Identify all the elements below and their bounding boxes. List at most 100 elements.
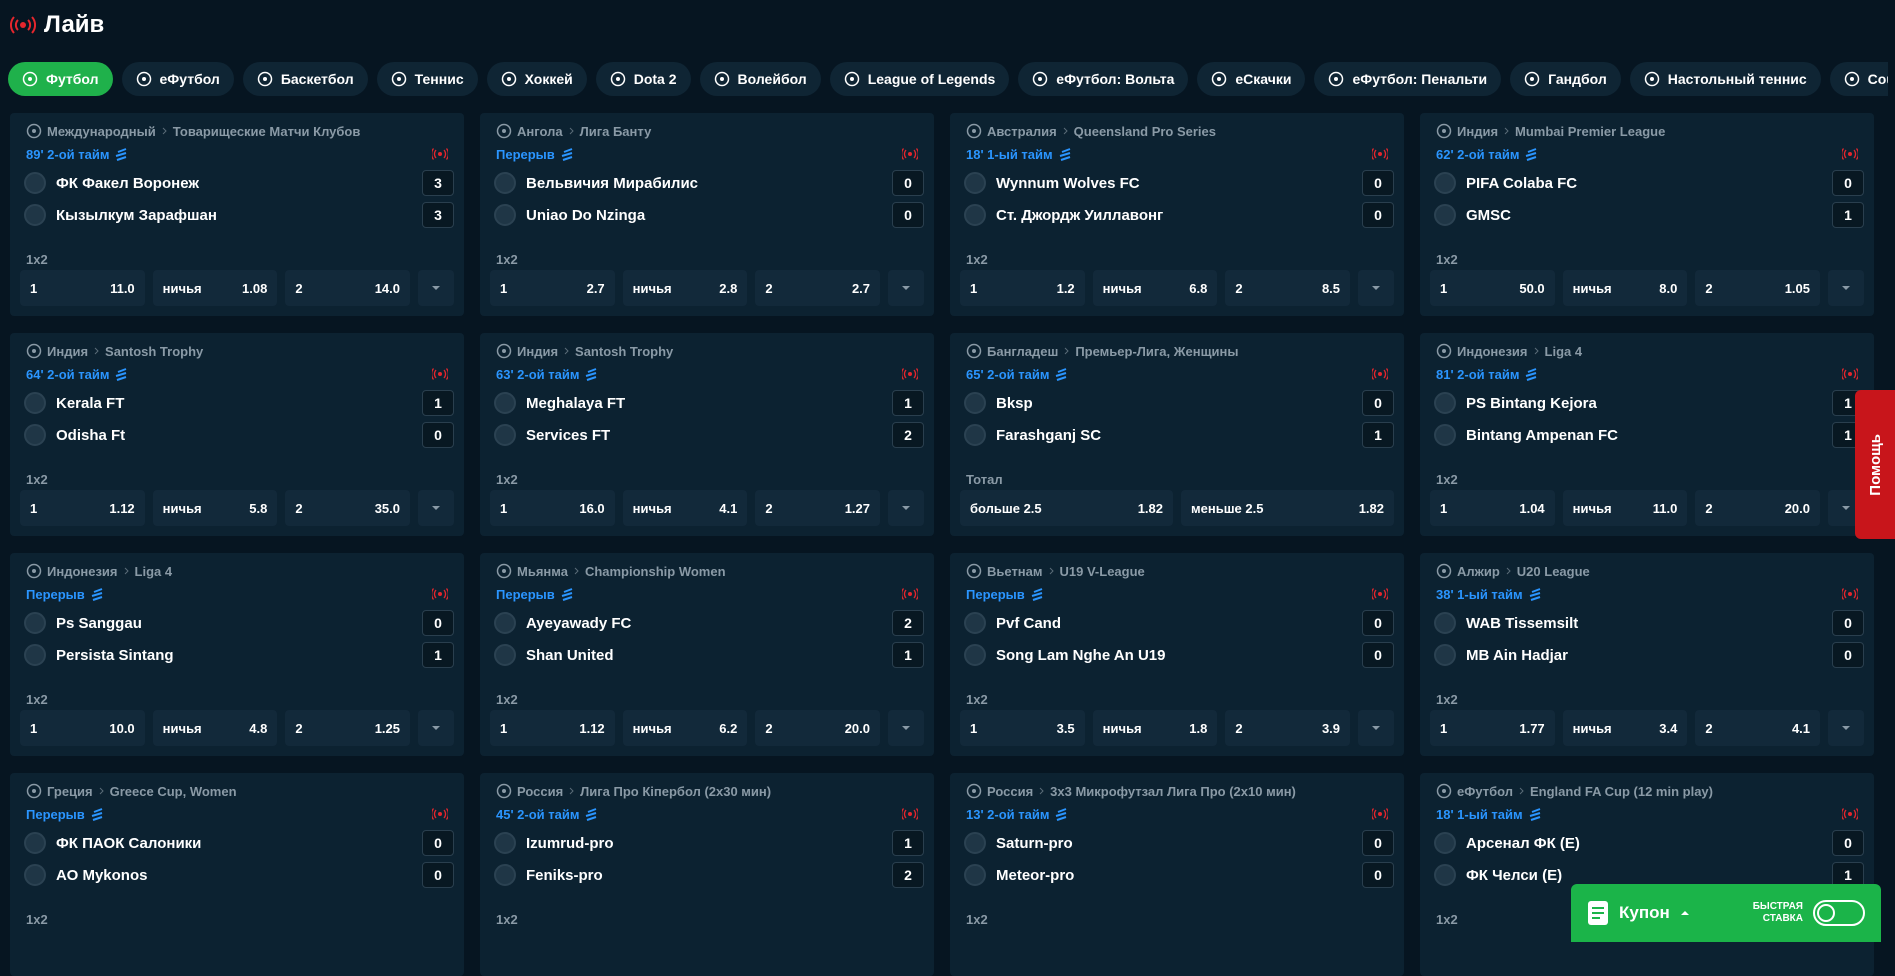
odd-button[interactable]: 2 1.25 <box>285 710 411 746</box>
coupon-bar[interactable]: Купон Быстрая ставка <box>1571 884 1881 942</box>
sport-tab-label: Настольный теннис <box>1667 71 1807 87</box>
odd-button[interactable]: 1 1.2 <box>960 270 1085 306</box>
odd-button[interactable]: ничья 4.8 <box>152 710 278 746</box>
odd-button[interactable]: ничья 11.0 <box>1562 490 1688 526</box>
more-button[interactable] <box>888 490 925 526</box>
odd-button[interactable]: ничья 3.4 <box>1562 710 1688 746</box>
match-card[interactable]: Россия Лига Про Кіпербол (2х30 мин) 45' 2-… <box>480 773 934 976</box>
odd-button[interactable]: 2 1.05 <box>1695 270 1821 306</box>
sport-tab[interactable]: еФутбол <box>121 62 234 96</box>
match-card[interactable]: Международный Товарищеские Матчи Клубов 89… <box>10 113 464 316</box>
odd-button[interactable]: меньше 2.5 1.82 <box>1181 490 1394 526</box>
odd-button[interactable]: 1 50.0 <box>1430 270 1555 306</box>
sport-tab[interactable]: Волейбол <box>699 62 821 96</box>
match-card[interactable]: Бангладеш Премьер-Лига, Женщины 65' 2-ой т… <box>950 333 1404 536</box>
sport-tab[interactable]: Гандбол <box>1510 62 1621 96</box>
ball-icon <box>966 123 982 139</box>
odd-button[interactable]: 2 2.7 <box>755 270 881 306</box>
match-card[interactable]: Индонезия Liga 4 Перерыв Ps Sanggau 0 Persist… <box>10 553 464 756</box>
match-card[interactable]: Индия Mumbai Premier League 62' 2-ой тайм P… <box>1420 113 1874 316</box>
help-label: Помощь <box>1866 433 1884 496</box>
sport-tab[interactable]: Футбол <box>8 62 113 96</box>
odd-button[interactable]: 1 2.7 <box>490 270 615 306</box>
league-line: Алжир U20 League <box>1436 563 1590 579</box>
odd-button[interactable]: ничья 8.0 <box>1562 270 1688 306</box>
status-text: Перерыв <box>26 587 85 602</box>
sport-tab[interactable]: еСкачки <box>1197 62 1306 96</box>
more-button[interactable] <box>418 710 455 746</box>
team-score: 0 <box>422 610 454 636</box>
odd-button[interactable]: ничья 1.08 <box>152 270 278 306</box>
sport-tab[interactable]: Dota 2 <box>595 62 691 96</box>
odd-button[interactable]: 1 1.12 <box>490 710 615 746</box>
odd-button[interactable]: ничья 4.1 <box>622 490 748 526</box>
team-name: ФК ПАОК Салоники <box>56 834 202 852</box>
odd-button[interactable]: 1 11.0 <box>20 270 145 306</box>
odd-button[interactable]: 1 1.77 <box>1430 710 1555 746</box>
match-card[interactable]: Россия 3х3 Микрофутзал Лига Про (2х10 мин… <box>950 773 1404 976</box>
sport-tab[interactable]: Настольный теннис <box>1629 62 1821 96</box>
match-card[interactable]: Вьетнам U19 V-League Перерыв Pvf Cand 0 Song … <box>950 553 1404 756</box>
match-card[interactable]: Индия Santosh Trophy 64' 2-ой тайм Kerala F… <box>10 333 464 536</box>
quick-bet-toggle[interactable] <box>1813 900 1865 926</box>
league-name: Премьер-Лига, Женщины <box>1075 343 1239 359</box>
sport-tab[interactable]: Counter-Strike <box>1829 62 1888 96</box>
ball-icon <box>496 343 512 359</box>
odd-button[interactable]: 1 1.04 <box>1430 490 1555 526</box>
league-name: Лига Банту <box>579 123 652 139</box>
stats-icon <box>560 587 574 602</box>
team-logo <box>24 204 46 226</box>
more-button[interactable] <box>418 270 455 306</box>
match-card[interactable]: Алжир U20 League 38' 1-ый тайм WAB Tissemsi… <box>1420 553 1874 756</box>
more-button[interactable] <box>1828 710 1865 746</box>
odd-button[interactable]: 1 10.0 <box>20 710 145 746</box>
odd-button[interactable]: 2 20.0 <box>1695 490 1821 526</box>
odd-button[interactable]: 2 35.0 <box>285 490 411 526</box>
sport-tab[interactable]: Баскетбол <box>242 62 368 96</box>
sport-tab[interactable]: Теннис <box>376 62 478 96</box>
odd-button[interactable]: 1 3.5 <box>960 710 1085 746</box>
sport-tab[interactable]: еФутбол: Вольта <box>1018 62 1189 96</box>
match-card[interactable]: Индия Santosh Trophy 63' 2-ой тайм Meghalay… <box>480 333 934 536</box>
odd-button[interactable]: ничья 6.8 <box>1092 270 1218 306</box>
help-button[interactable]: Помощь <box>1855 390 1895 539</box>
separator <box>568 786 575 796</box>
sport-tab[interactable]: Хоккей <box>486 62 587 96</box>
more-button[interactable] <box>888 710 925 746</box>
odd-button[interactable]: 2 3.9 <box>1225 710 1351 746</box>
more-button[interactable] <box>1828 270 1865 306</box>
more-button[interactable] <box>418 490 455 526</box>
odd-button[interactable]: 2 1.27 <box>755 490 881 526</box>
odd-button[interactable]: больше 2.5 1.82 <box>960 490 1173 526</box>
sport-tab[interactable]: еФутбол: Пенальти <box>1314 62 1502 96</box>
odd-button[interactable]: 2 8.5 <box>1225 270 1351 306</box>
odd-button[interactable]: 1 1.12 <box>20 490 145 526</box>
sport-icon <box>501 71 517 87</box>
match-card[interactable]: Австралия Queensland Pro Series 18' 1-ый т… <box>950 113 1404 316</box>
odd-button[interactable]: 2 4.1 <box>1695 710 1821 746</box>
team-row: Pvf Cand 0 <box>964 609 1394 637</box>
odd-button[interactable]: 1 16.0 <box>490 490 615 526</box>
team-name: Ps Sanggau <box>56 614 142 632</box>
more-button[interactable] <box>1358 710 1395 746</box>
sport-tab[interactable]: League of Legends <box>829 62 1010 96</box>
team-row: Farashganj SC 1 <box>964 421 1394 449</box>
match-card[interactable]: Индонезия Liga 4 81' 2-ой тайм PS Bintang K… <box>1420 333 1874 536</box>
odd-button[interactable]: ничья 6.2 <box>622 710 748 746</box>
more-button[interactable] <box>888 270 925 306</box>
match-card[interactable]: Греция Greece Cup, Women Перерыв ФК ПАОК Са… <box>10 773 464 976</box>
odd-button[interactable]: ничья 2.8 <box>622 270 748 306</box>
odd-button[interactable]: ничья 5.8 <box>152 490 278 526</box>
odds-row <box>490 930 924 966</box>
country: Индия <box>517 343 559 359</box>
more-button[interactable] <box>1358 270 1395 306</box>
country: Ангола <box>517 123 563 139</box>
odd-button[interactable]: ничья 1.8 <box>1092 710 1218 746</box>
match-card[interactable]: еФутбол England FA Cup (12 min play) 18' 1… <box>1420 773 1874 976</box>
odd-button[interactable]: 2 14.0 <box>285 270 411 306</box>
match-card[interactable]: Ангола Лига Банту Перерыв Вельвичия Мирабил… <box>480 113 934 316</box>
match-card[interactable]: Мьянма Championship Women Перерыв Ayeyawady… <box>480 553 934 756</box>
sport-icon <box>1524 71 1540 87</box>
odd-button[interactable]: 2 20.0 <box>755 710 881 746</box>
coupon-label: Купон <box>1619 903 1670 922</box>
